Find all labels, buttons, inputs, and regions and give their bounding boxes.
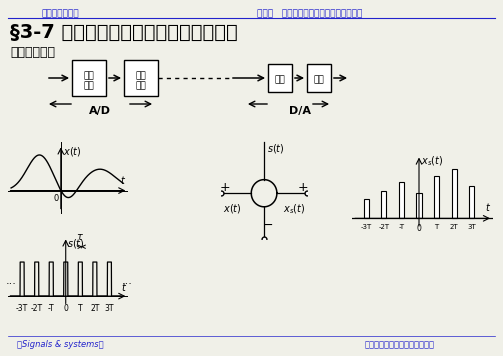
Text: A/D: A/D: [89, 106, 111, 116]
Bar: [364, 199, 369, 218]
Text: +: +: [298, 181, 309, 194]
Text: -T: -T: [398, 224, 404, 230]
Text: $s(t)$: $s(t)$: [67, 236, 85, 250]
Text: 3T: 3T: [105, 304, 114, 313]
Text: 2T: 2T: [90, 304, 100, 313]
Text: §3-7 抄样信号的傅里叶变换与抄样定理: §3-7 抄样信号的傅里叶变换与抄样定理: [10, 23, 238, 42]
Text: T: T: [78, 304, 82, 313]
Text: −: −: [262, 219, 273, 232]
Text: $s(t)$: $s(t)$: [268, 142, 285, 155]
Text: D/A: D/A: [289, 106, 311, 116]
Bar: [381, 191, 386, 218]
Text: $x(t)$: $x(t)$: [63, 145, 81, 158]
Bar: [399, 182, 404, 218]
Text: 0: 0: [63, 304, 68, 313]
Text: $t$: $t$: [121, 281, 127, 293]
Text: $t$: $t$: [120, 174, 126, 187]
Text: +: +: [219, 181, 230, 194]
Text: 第三章   连续时间信号与系统的傅里叶分析: 第三章 连续时间信号与系统的傅里叶分析: [258, 9, 363, 18]
Text: -T: -T: [48, 304, 54, 313]
Text: 大连海事大学信息科学技术学院: 大连海事大学信息科学技术学院: [365, 340, 435, 349]
Text: $t$: $t$: [485, 201, 491, 213]
Text: ...: ...: [122, 276, 133, 286]
Text: 0: 0: [54, 194, 59, 203]
FancyBboxPatch shape: [124, 60, 158, 96]
Text: 解码: 解码: [275, 75, 285, 84]
Text: ...: ...: [6, 276, 17, 286]
FancyBboxPatch shape: [307, 64, 331, 92]
Text: 《Signals & systems》: 《Signals & systems》: [17, 340, 103, 349]
Text: -3T: -3T: [16, 304, 28, 313]
Text: T: T: [435, 224, 439, 230]
Text: 编码: 编码: [136, 82, 146, 90]
Text: 抽样: 抽样: [83, 72, 95, 80]
FancyBboxPatch shape: [268, 64, 292, 92]
Text: 《信号与系统》: 《信号与系统》: [41, 9, 79, 18]
Text: 一、抄样信号: 一、抄样信号: [10, 46, 55, 59]
Text: -2T: -2T: [31, 304, 43, 313]
Text: -3T: -3T: [361, 224, 372, 230]
Bar: [469, 186, 474, 218]
Text: -2T: -2T: [378, 224, 389, 230]
Bar: [416, 193, 422, 218]
FancyBboxPatch shape: [72, 60, 106, 96]
Text: 保持: 保持: [83, 82, 95, 90]
Text: 3T: 3T: [467, 224, 476, 230]
Text: 量化: 量化: [136, 72, 146, 80]
Text: 滤波: 滤波: [314, 75, 324, 84]
Text: 2T: 2T: [450, 224, 459, 230]
Text: $x(t)$: $x(t)$: [223, 202, 241, 215]
Text: $x_s(t)$: $x_s(t)$: [283, 202, 305, 216]
Bar: [434, 176, 439, 218]
Text: 0: 0: [416, 224, 422, 232]
Text: $\tau$: $\tau$: [76, 232, 84, 242]
Bar: [452, 169, 457, 218]
Text: $x_s(t)$: $x_s(t)$: [421, 155, 444, 168]
